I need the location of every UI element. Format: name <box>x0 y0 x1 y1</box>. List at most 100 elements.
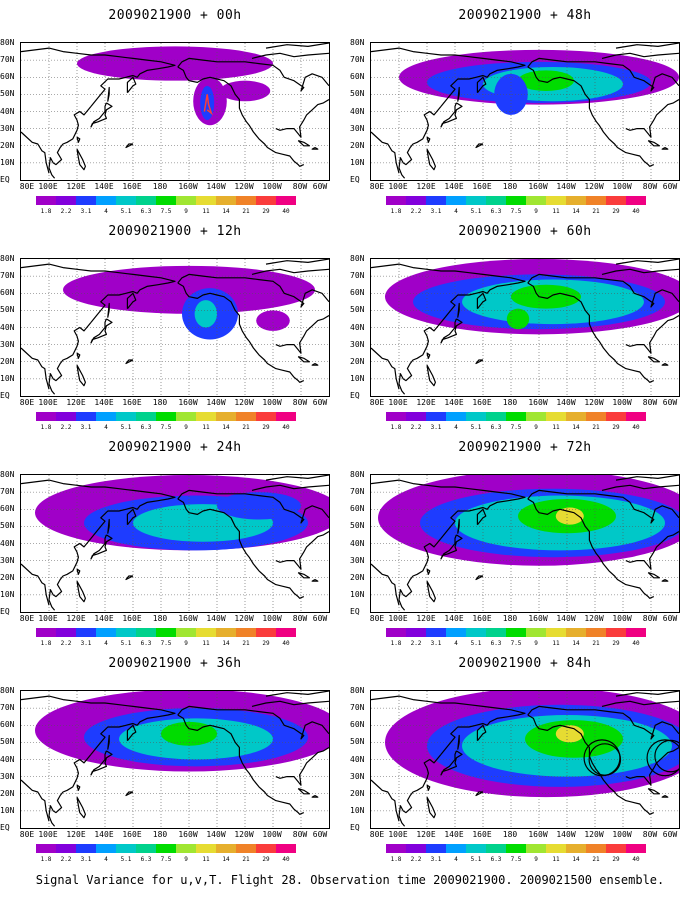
colorbar-swatch <box>386 196 406 205</box>
coastline <box>476 292 487 310</box>
coastline <box>107 734 110 750</box>
longitude-tick-label: 160E <box>472 830 492 839</box>
variance-contour <box>217 492 301 520</box>
latitude-tick-label: 20N <box>350 788 365 798</box>
latitude-tick-label: 60N <box>350 504 365 514</box>
map-panel: 2009021900 + 00h 80N 70N 60N 50N 40N 30N 20N 10N… <box>0 0 350 225</box>
colorbar-swatch <box>156 196 176 205</box>
colorbar-labels: 1.8 2.2 3.1 4 5.1 6.3 7.5 9 11 14 21 29 40 <box>36 424 296 432</box>
coastline <box>371 131 400 174</box>
latitude-tick-label: 50N <box>350 521 365 531</box>
longitude-tick-label: 80W <box>642 398 658 407</box>
colorbar-swatch <box>116 628 136 637</box>
colorbar-label: 40 <box>632 640 640 647</box>
colorbar-swatch <box>566 844 586 853</box>
latitude-tick-label: 20N <box>350 140 365 150</box>
colorbar-swatch <box>176 628 196 637</box>
coastline <box>440 750 463 776</box>
colorbar-label: 6.3 <box>140 856 152 863</box>
longitude-tick-label: 120E <box>416 614 436 623</box>
coastline <box>398 106 442 179</box>
colorbar-label: 40 <box>632 424 640 431</box>
longitude-tick-label: 180 <box>152 614 168 623</box>
coastline <box>371 347 400 390</box>
longitude-labels: 80E 100E 120E 140E 160E 180 160W 140W 120W 100W 80… <box>20 830 330 840</box>
longitude-tick-label: 100E <box>388 614 408 623</box>
coastline <box>457 518 460 534</box>
observation-circle <box>588 743 622 776</box>
latitude-labels: 80N 70N 60N 50N 40N 30N 20N 10N EQ <box>0 471 20 616</box>
longitude-tick-label: 180 <box>502 182 518 191</box>
coastline <box>311 578 319 582</box>
colorbar-swatch <box>176 196 196 205</box>
colorbar-swatch <box>236 628 256 637</box>
colorbar-label: 7.5 <box>160 208 172 215</box>
longitude-tick-label: 60W <box>312 182 328 191</box>
longitude-tick-label: 80W <box>292 182 308 191</box>
longitude-tick-label: 120W <box>234 830 254 839</box>
colorbar-label: 4 <box>454 208 458 215</box>
colorbar-swatch <box>526 196 546 205</box>
variance-contour <box>219 80 271 102</box>
coastline <box>476 724 487 742</box>
coastline <box>265 43 329 49</box>
colorbar-swatch <box>466 412 486 421</box>
coastline <box>527 273 679 308</box>
colorbar-label: 2.2 <box>410 856 422 863</box>
coastline <box>125 791 134 797</box>
colorbar-label: 3.1 <box>430 856 442 863</box>
latitude-tick-label: 50N <box>0 305 15 315</box>
latitude-tick-label: 70N <box>0 55 15 65</box>
longitude-tick-label: 180 <box>502 614 518 623</box>
colorbar-swatch <box>546 196 566 205</box>
colorbar-label: 6.3 <box>490 424 502 431</box>
map-panel: 2009021900 + 72h 80N 70N 60N 50N 40N 30N 20N 10N… <box>350 432 700 657</box>
longitude-labels: 80E 100E 120E 140E 160E 180 160W 140W 120W 100W 80… <box>20 398 330 408</box>
colorbar-label: 11 <box>552 208 560 215</box>
coastline <box>661 146 669 150</box>
longitude-tick-label: 140W <box>556 614 576 623</box>
colorbar-swatch <box>626 196 646 205</box>
colorbar-swatch <box>236 412 256 421</box>
colorbar-swatch <box>426 196 446 205</box>
longitude-tick-label: 80E <box>369 614 385 623</box>
colorbar-swatch <box>236 844 256 853</box>
colorbar-swatch <box>96 412 116 421</box>
coastline <box>297 788 310 795</box>
latitude-tick-label: 10N <box>0 157 15 167</box>
flight-track <box>203 94 213 116</box>
coastline <box>371 47 526 107</box>
colorbar-label: 29 <box>262 640 270 647</box>
colorbar-label: 14 <box>572 208 580 215</box>
colorbar-swatch <box>276 628 296 637</box>
coastline <box>475 359 484 365</box>
latitude-tick-label: 30N <box>350 339 365 349</box>
coastline <box>398 322 442 395</box>
latitude-tick-label: 20N <box>0 788 15 798</box>
latitude-tick-label: EQ <box>0 391 10 400</box>
longitude-tick-label: 120E <box>66 182 86 191</box>
colorbar-labels: 1.8 2.2 3.1 4 5.1 6.3 7.5 9 11 14 21 29 40 <box>386 424 646 432</box>
coastline <box>475 791 484 797</box>
colorbar-label: 6.3 <box>490 640 502 647</box>
coastline <box>527 489 679 524</box>
coastline <box>440 102 463 128</box>
coastline <box>615 691 679 697</box>
longitude-tick-label: 100W <box>612 398 632 407</box>
colorbar-label: 1.8 <box>390 208 402 215</box>
colorbar-label: 1.8 <box>390 640 402 647</box>
coastline <box>177 498 305 599</box>
colorbar-swatch <box>606 844 626 853</box>
colorbar-label: 29 <box>262 856 270 863</box>
longitude-tick-label: 160W <box>528 614 548 623</box>
longitude-tick-label: 60W <box>662 398 678 407</box>
colorbar-label: 11 <box>552 640 560 647</box>
coastline <box>177 57 329 92</box>
latitude-tick-label: EQ <box>0 607 10 616</box>
coastline <box>457 86 460 102</box>
colorbar-label: 3.1 <box>430 424 442 431</box>
coastline <box>476 508 487 526</box>
colorbar-label: 4 <box>454 856 458 863</box>
colorbar-swatch <box>196 628 216 637</box>
colorbar-label: 3.1 <box>430 208 442 215</box>
